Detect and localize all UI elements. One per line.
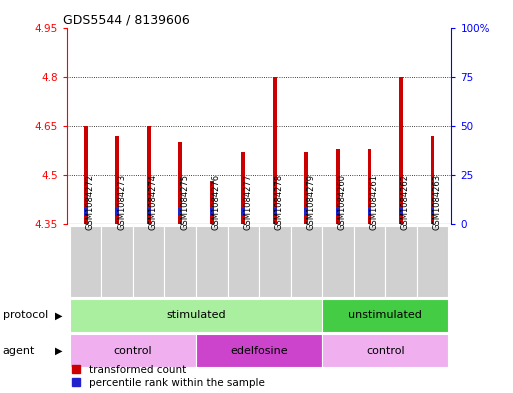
Text: ▶: ▶	[55, 310, 63, 320]
Bar	[196, 334, 322, 367]
Bar	[273, 77, 277, 224]
Text: unstimulated: unstimulated	[348, 310, 422, 320]
Bar	[242, 152, 245, 224]
Text: GSM1084261: GSM1084261	[369, 174, 379, 230]
Text: GSM1084263: GSM1084263	[432, 173, 442, 230]
Text: GSM1084260: GSM1084260	[338, 174, 347, 230]
Text: GSM1084276: GSM1084276	[212, 173, 221, 230]
Bar	[133, 226, 165, 297]
Bar	[322, 334, 448, 367]
Bar	[165, 226, 196, 297]
Bar	[367, 149, 371, 224]
Bar	[115, 136, 119, 224]
Bar	[336, 208, 340, 216]
Text: GSM1084274: GSM1084274	[149, 174, 157, 230]
Bar	[336, 149, 340, 224]
Bar	[430, 208, 435, 216]
Text: GSM1084272: GSM1084272	[86, 174, 94, 230]
Text: GSM1084279: GSM1084279	[306, 174, 315, 230]
Bar	[210, 182, 213, 224]
Bar	[70, 334, 196, 367]
Bar	[399, 77, 403, 224]
Text: GSM1084278: GSM1084278	[275, 173, 284, 230]
Bar	[305, 152, 308, 224]
Text: stimulated: stimulated	[166, 310, 226, 320]
Bar	[385, 226, 417, 297]
Text: edelfosine: edelfosine	[230, 346, 288, 356]
Bar	[353, 226, 385, 297]
Bar	[417, 226, 448, 297]
Bar	[322, 299, 448, 332]
Bar	[147, 126, 151, 224]
Text: GSM1084275: GSM1084275	[180, 174, 189, 230]
Bar	[242, 208, 245, 216]
Bar	[84, 208, 88, 216]
Text: ▶: ▶	[55, 346, 63, 356]
Bar	[367, 208, 371, 216]
Text: control: control	[366, 346, 405, 356]
Bar	[102, 226, 133, 297]
Text: GSM1084273: GSM1084273	[117, 173, 126, 230]
Bar	[430, 136, 435, 224]
Bar	[228, 226, 259, 297]
Bar	[179, 208, 182, 216]
Text: GSM1084262: GSM1084262	[401, 174, 410, 230]
Bar	[290, 226, 322, 297]
Text: GSM1084277: GSM1084277	[243, 173, 252, 230]
Bar	[322, 226, 353, 297]
Text: GDS5544 / 8139606: GDS5544 / 8139606	[63, 13, 190, 26]
Text: control: control	[113, 346, 152, 356]
Bar	[70, 299, 322, 332]
Legend: transformed count, percentile rank within the sample: transformed count, percentile rank withi…	[72, 365, 264, 388]
Bar	[196, 226, 228, 297]
Text: protocol: protocol	[3, 310, 48, 320]
Bar	[84, 126, 88, 224]
Bar	[147, 208, 151, 216]
Bar	[305, 208, 308, 216]
Bar	[259, 226, 290, 297]
Bar	[115, 208, 119, 216]
Text: agent: agent	[3, 346, 35, 356]
Bar	[179, 142, 182, 224]
Bar	[210, 208, 213, 216]
Bar	[70, 226, 102, 297]
Bar	[399, 208, 403, 216]
Bar	[273, 208, 277, 216]
